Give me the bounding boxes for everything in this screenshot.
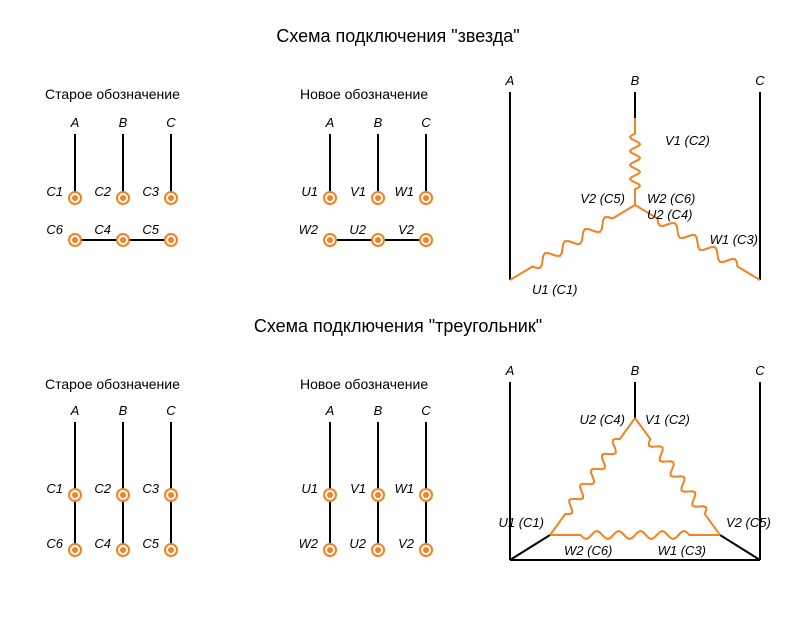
sub-new-2: Новое обозначение [300,376,428,392]
svg-text:C5: C5 [142,536,159,551]
svg-text:W1 (C3): W1 (C3) [658,543,706,558]
svg-text:C: C [421,403,431,418]
delta-old-terminals: A C1 C6 B C2 C4 C C3 C5 [45,400,225,590]
svg-text:A: A [325,403,335,418]
title-delta: Схема подключения "треугольник" [0,316,796,337]
svg-text:C4: C4 [94,222,111,237]
svg-text:U2: U2 [349,222,366,237]
svg-text:C6: C6 [46,536,63,551]
svg-text:C3: C3 [142,184,159,199]
star-diagram: A B C V1 (C2) V2 (C5) W2 (C6)U2 (C4) U1 (C1) W1… [495,70,785,300]
svg-text:C2: C2 [94,481,111,496]
svg-text:W1: W1 [395,184,415,199]
svg-text:W1 (C3): W1 (C3) [710,232,758,247]
svg-text:W1: W1 [395,481,415,496]
svg-text:V2: V2 [398,222,415,237]
svg-text:V1 (C2): V1 (C2) [665,133,710,148]
svg-text:C: C [166,115,176,130]
svg-text:W2 (C6): W2 (C6) [564,543,612,558]
svg-text:U1 (C1): U1 (C1) [498,515,544,530]
svg-text:V1: V1 [350,481,366,496]
svg-text:W2: W2 [300,222,319,237]
sub-new-1: Новое обозначение [300,86,428,102]
svg-text:C: C [421,115,431,130]
delta-new-terminals: A U1 W2 B V1 U2 C W1 V2 [300,400,480,590]
svg-text:C: C [755,363,765,378]
svg-text:C: C [166,403,176,418]
svg-text:B: B [119,115,128,130]
svg-text:C1: C1 [46,481,63,496]
svg-text:U1: U1 [301,481,318,496]
sub-old-2: Старое обозначение [45,376,180,392]
delta-diagram: A B C U2 (C4) V1 (C2) U1 (C1) W2 (C6) V2 (C5) W1… [495,360,785,590]
star-new-terminals: A U1 B V1 C W1 W2 U2 V2 [300,112,480,272]
svg-text:C2: C2 [94,184,111,199]
svg-text:C5: C5 [142,222,159,237]
svg-text:V2 (C5): V2 (C5) [726,515,771,530]
svg-text:U1: U1 [301,184,318,199]
svg-text:B: B [119,403,128,418]
svg-text:C1: C1 [46,184,63,199]
title-star: Схема подключения "звезда" [0,26,796,47]
svg-text:V2: V2 [398,536,415,551]
svg-text:C4: C4 [94,536,111,551]
svg-text:C6: C6 [46,222,63,237]
svg-text:U2 (C4): U2 (C4) [579,412,625,427]
svg-text:B: B [631,73,640,88]
svg-text:C3: C3 [142,481,159,496]
svg-text:B: B [374,115,383,130]
svg-text:W2 (C6): W2 (C6) [647,191,695,206]
svg-text:A: A [70,403,80,418]
star-old-terminals: A C1 B C2 C C3 C6 C4 C5 [45,112,225,272]
svg-text:W2: W2 [300,536,319,551]
svg-text:C: C [755,73,765,88]
svg-text:V1: V1 [350,184,366,199]
svg-text:U2 (C4): U2 (C4) [647,207,693,222]
svg-text:V2 (C5): V2 (C5) [580,191,625,206]
svg-text:A: A [505,363,515,378]
svg-text:A: A [70,115,80,130]
svg-text:B: B [631,363,640,378]
svg-text:U2: U2 [349,536,366,551]
svg-text:A: A [325,115,335,130]
svg-text:B: B [374,403,383,418]
svg-text:U1 (C1): U1 (C1) [532,282,578,297]
svg-text:A: A [505,73,515,88]
svg-text:V1 (C2): V1 (C2) [645,412,690,427]
sub-old-1: Старое обозначение [45,86,180,102]
